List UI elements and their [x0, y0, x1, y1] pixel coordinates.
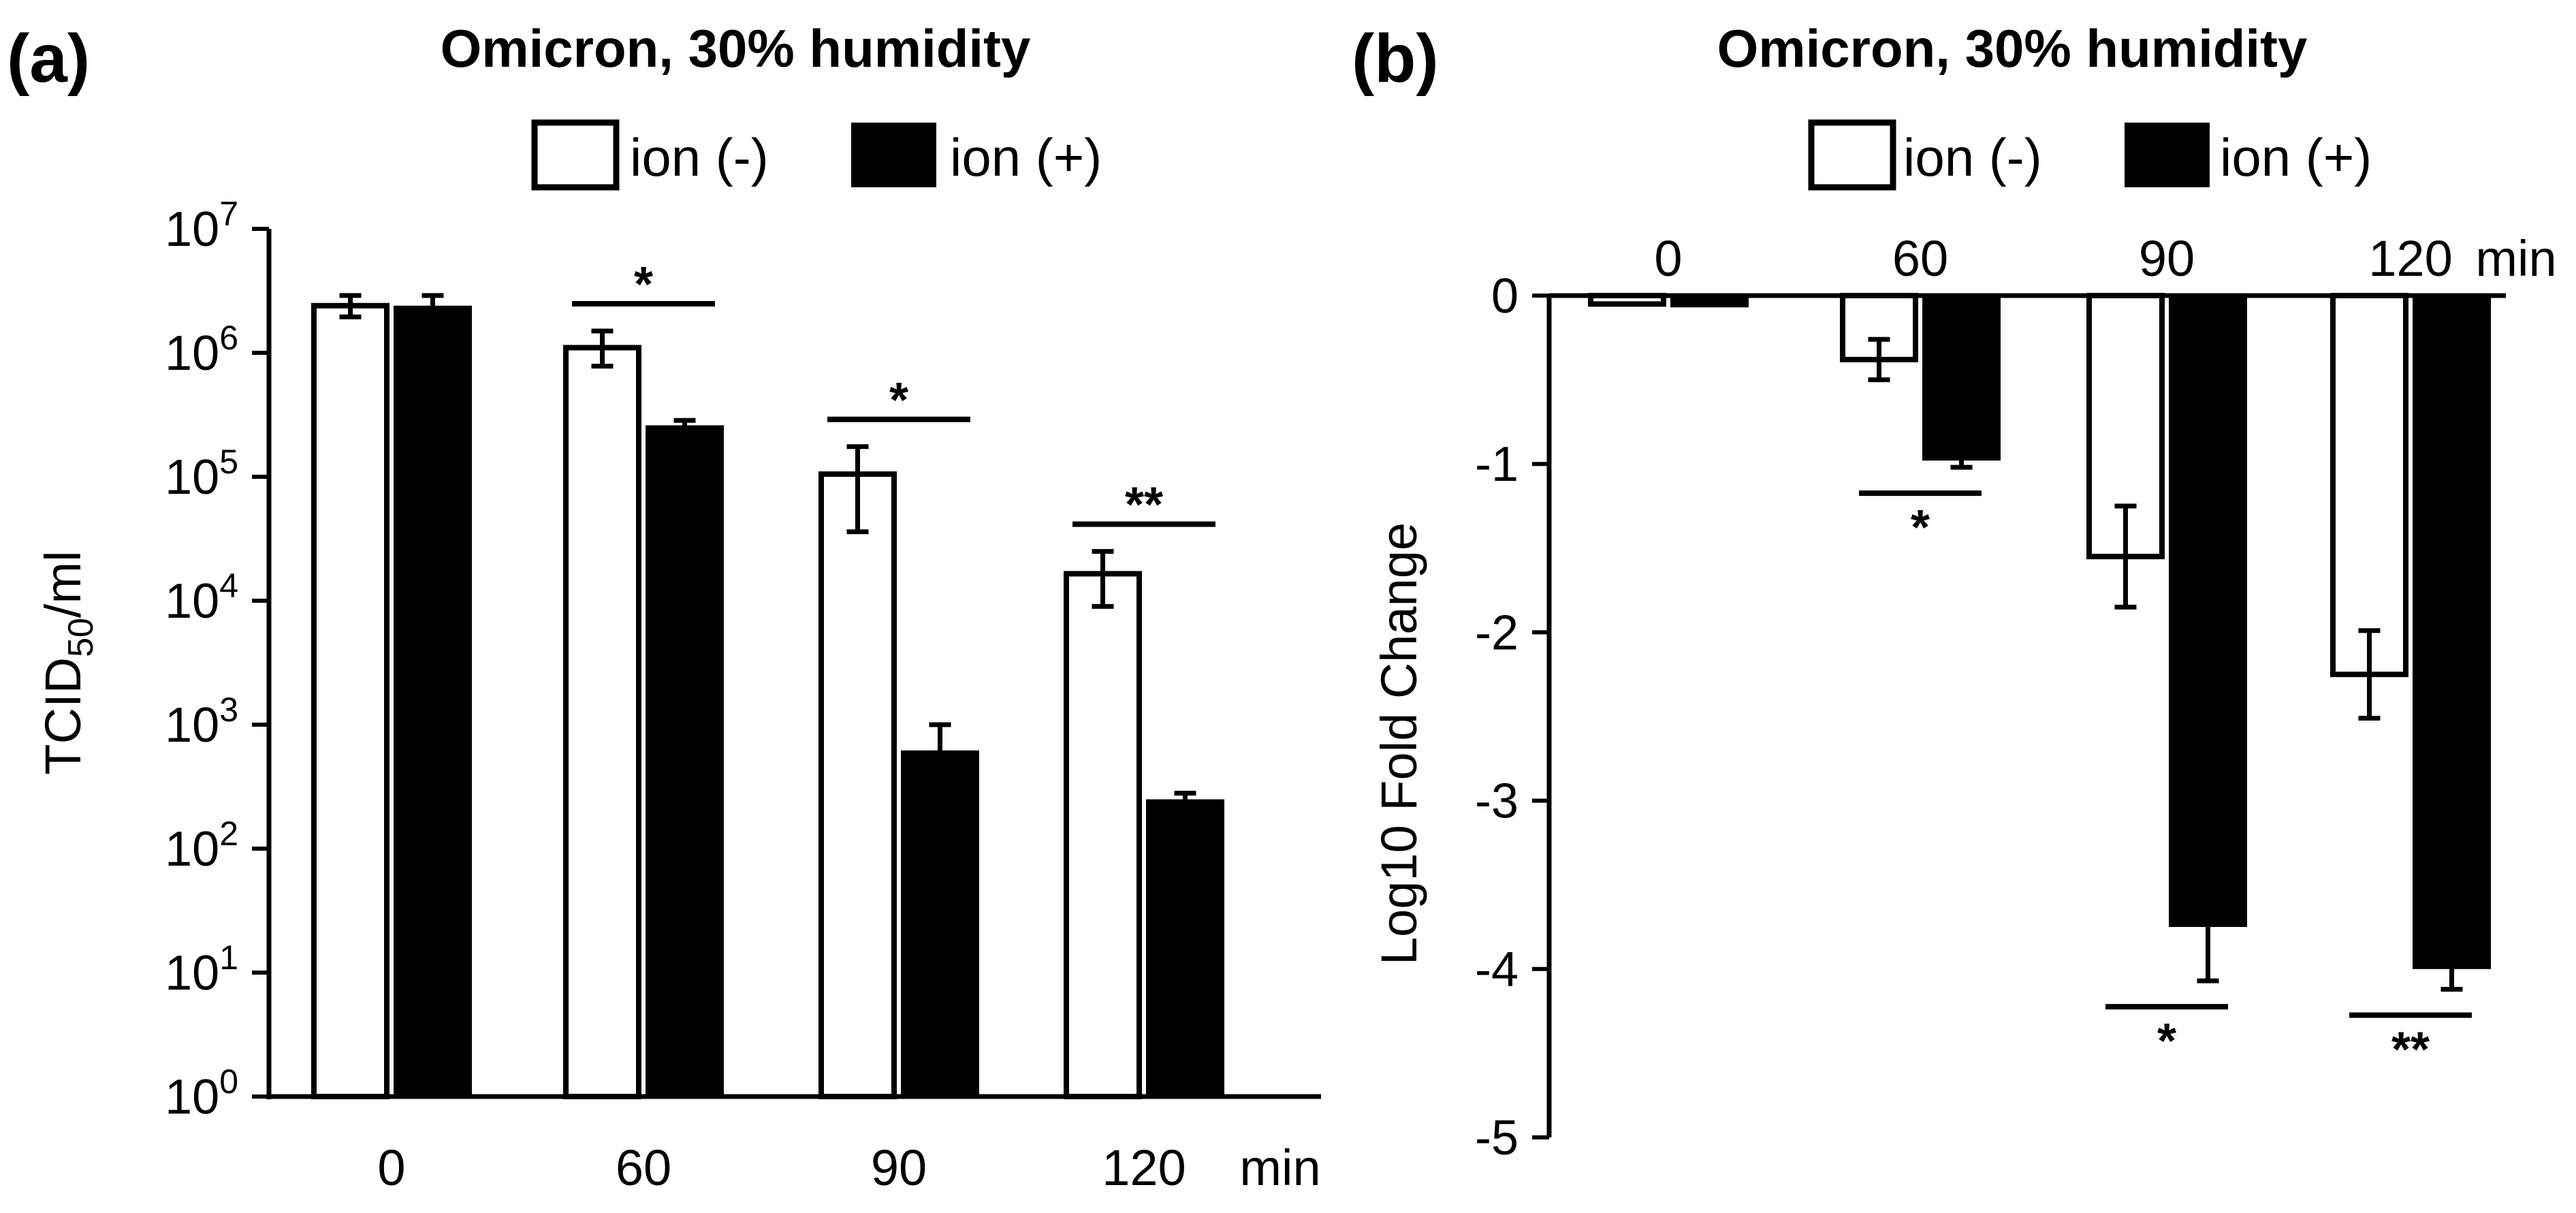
a-significance-mark: * — [634, 257, 653, 312]
legend-b-label-on: ion (+) — [2220, 127, 2372, 187]
panel-a-title: Omicron, 30% humidity — [441, 18, 1031, 78]
panel-b-label: (b) — [1352, 20, 1439, 97]
legend-b-swatch-on — [2125, 123, 2210, 187]
b-y-tick-label: -3 — [1475, 774, 1518, 829]
legend-a-swatch-off — [531, 119, 620, 191]
a-y-axis-label: TCID50/ml — [35, 550, 101, 774]
bar-ion-off — [1588, 293, 1666, 307]
b-y-tick-label: -1 — [1475, 437, 1518, 492]
b-y-tick-label: -2 — [1475, 605, 1518, 660]
b-significance-mark: * — [1911, 501, 1930, 555]
a-significance-mark: ** — [1125, 478, 1163, 533]
a-y-tick-label: 103 — [165, 691, 238, 753]
bar-ion-on — [1922, 296, 2001, 461]
b-x-unit-label: min — [2475, 230, 2556, 287]
bar-ion-on — [1146, 799, 1224, 1097]
b-y-axis-label: Log10 Fold Change — [1371, 522, 1427, 965]
a-y-tick-label: 102 — [165, 815, 238, 877]
b-x-tick-label: 0 — [1654, 230, 1682, 287]
bar-ion-on — [901, 750, 979, 1097]
panel-b-legend: ion (-) ion (+) — [1808, 119, 2372, 191]
legend-b-swatch-off — [1808, 119, 1896, 191]
panel-a-plot: 100 101 102 103 104 105 106 107 TCID50/ml 0 60 90 12… — [35, 195, 1321, 1196]
b-x-tick-label: 90 — [2139, 230, 2195, 287]
a-x-unit-label: min — [1239, 1139, 1320, 1196]
b-x-tick-label: 120 — [2368, 230, 2452, 287]
a-y-tick-label: 106 — [165, 319, 238, 381]
bar-ion-on — [2413, 296, 2491, 969]
b-significance-mark: * — [2157, 1014, 2176, 1069]
a-y-tick-label: 107 — [165, 195, 238, 257]
b-y-tick-label: 0 — [1491, 269, 1518, 324]
bar-ion-on — [1670, 296, 1749, 308]
panel-b-plot: 0 -1 -2 -3 -4 -5 Log10 Fold Change 0 60 90 120 min *… — [1371, 230, 2557, 1165]
legend-b-label-off: ion (-) — [1903, 127, 2042, 187]
legend-a-label-off: ion (-) — [630, 127, 769, 187]
panel-b-title: Omicron, 30% humidity — [1717, 18, 2308, 78]
a-significance-mark: * — [889, 373, 908, 428]
bar-ion-off — [818, 471, 897, 1099]
bar-ion-off — [2330, 293, 2408, 678]
panel-a-legend: ion (-) ion (+) — [531, 119, 1102, 191]
b-y-tick-label: -4 — [1475, 943, 1518, 997]
b-x-tick-label: 60 — [1892, 230, 1948, 287]
a-x-tick-label: 60 — [616, 1139, 671, 1196]
bar-ion-on — [2169, 296, 2247, 927]
legend-a-label-on: ion (+) — [950, 127, 1102, 187]
a-y-tick-label: 101 — [165, 939, 238, 1001]
a-y-tick-label: 100 — [165, 1062, 238, 1124]
a-x-tick-label: 90 — [871, 1139, 927, 1196]
bar-ion-on — [646, 425, 724, 1097]
b-significance-mark: ** — [2391, 1022, 2430, 1077]
b-y-tick-label: -5 — [1475, 1111, 1518, 1165]
a-x-tick-label: 120 — [1102, 1139, 1186, 1196]
bar-ion-off — [1064, 571, 1142, 1099]
bar-ion-on — [394, 305, 472, 1097]
bar-ion-off — [311, 302, 389, 1100]
bar-ion-off — [563, 345, 641, 1099]
legend-a-swatch-on — [851, 123, 936, 187]
a-y-tick-label: 105 — [165, 443, 238, 505]
a-x-tick-label: 0 — [377, 1139, 405, 1196]
panel-a-label: (a) — [7, 20, 90, 97]
a-y-tick-label: 104 — [165, 567, 238, 629]
